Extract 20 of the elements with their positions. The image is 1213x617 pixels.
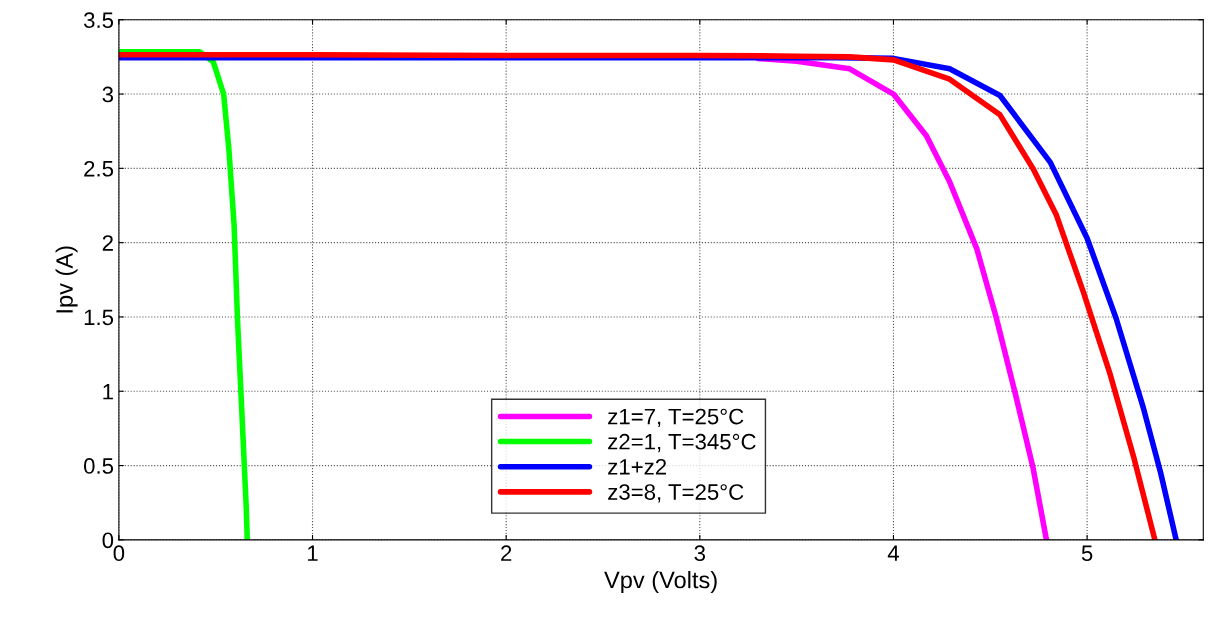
y-tick-label: 0.5 [83,458,114,474]
x-tick-label: 1 [308,545,318,561]
y-tick-label: 2 [102,235,113,251]
x-tick-label: 2 [501,545,512,561]
y-axis-title: Ipv (A) [55,246,78,313]
y-tick-label: 3.5 [83,12,114,29]
x-axis-title: Vpv (Volts) [604,571,717,594]
x-tick-label: 5 [1081,545,1093,562]
legend-label: z3=8, T=25°C [608,484,744,503]
y-tick-label: 3 [102,86,114,103]
legend-label: z2=1, T=345°C [608,433,756,453]
legend-label: z1=7, T=25°C [608,408,744,428]
legend-label: z1+z2 [608,458,667,475]
x-tick-label: 4 [887,545,899,561]
x-tick-label: 3 [694,545,706,562]
y-tick-label: 2.5 [84,160,114,177]
y-tick-label: 1.5 [84,309,114,326]
x-tick-label: 0 [113,545,125,562]
y-tick-label: 0 [102,532,114,549]
y-tick-label: 1 [103,384,113,400]
